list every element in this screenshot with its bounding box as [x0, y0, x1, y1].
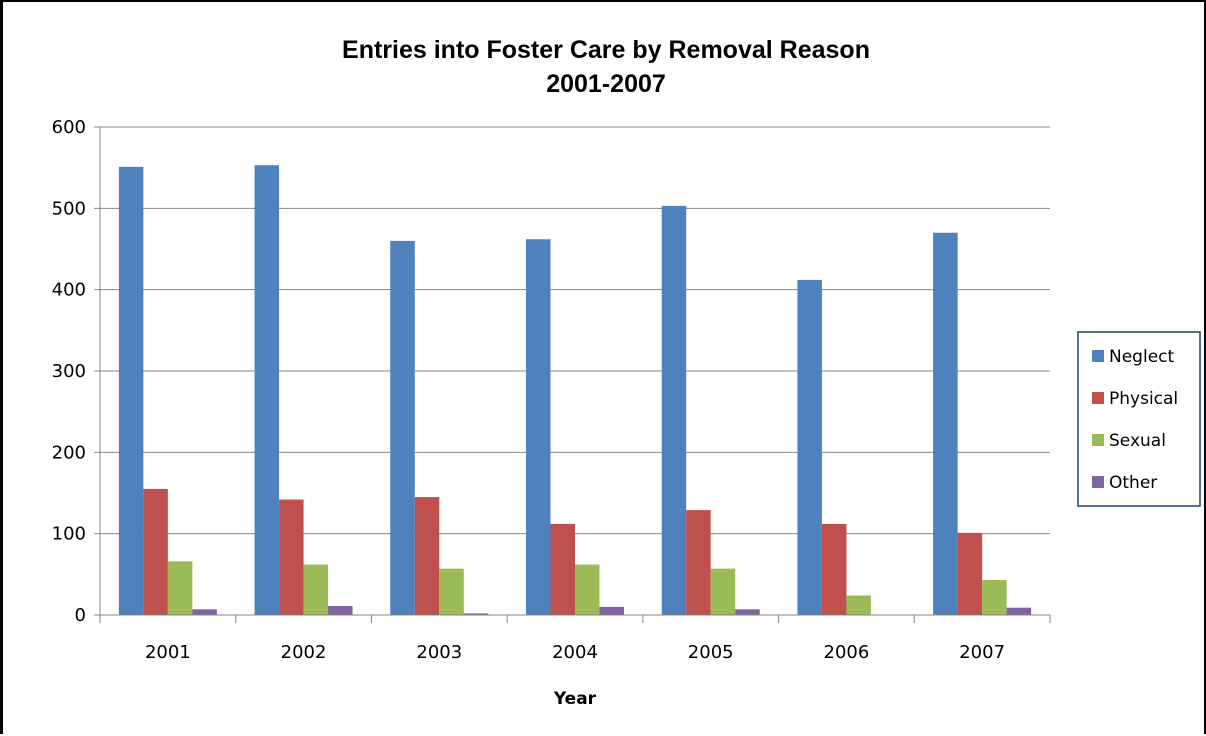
legend: Neglect Physical Sexual Other: [1077, 331, 1201, 507]
bar-neglect-2002: [254, 165, 280, 615]
bar-sexual-2001: [167, 561, 193, 615]
bar-physical-2003: [414, 497, 440, 615]
y-tick-label: 500: [52, 198, 86, 219]
axes: [94, 126, 1051, 623]
bar-physical-2006: [821, 523, 847, 615]
legend-label-other: Other: [1109, 473, 1157, 493]
bars: [118, 165, 1032, 616]
x-tick-label: 2006: [824, 642, 870, 663]
bar-sexual-2006: [846, 595, 871, 615]
y-tick-label: 400: [52, 280, 86, 301]
bar-physical-2001: [143, 488, 168, 615]
y-tick-label: 600: [52, 117, 86, 138]
legend-swatch-physical: [1092, 392, 1104, 404]
bar-sexual-2004: [575, 564, 600, 615]
bar-sexual-2002: [303, 564, 329, 615]
bar-neglect-2001: [118, 166, 144, 615]
x-tick-labels: 2001 2002 2003 2004 2005 2006 2007: [145, 642, 1005, 663]
bar-physical-2007: [957, 532, 983, 615]
legend-label-physical: Physical: [1109, 389, 1178, 409]
bar-neglect-2003: [390, 240, 415, 615]
legend-items: Neglect Physical Sexual Other: [1092, 347, 1178, 493]
bar-other-2007: [1006, 607, 1032, 615]
legend-swatch-sexual: [1092, 434, 1104, 446]
legend-swatch-other: [1092, 476, 1104, 488]
y-tick-labels: 0 100 200 300 400 500 600: [52, 117, 86, 626]
bar-sexual-2003: [439, 568, 464, 615]
bar-neglect-2006: [797, 279, 822, 615]
bar-neglect-2004: [526, 239, 551, 616]
bar-physical-2004: [550, 523, 575, 615]
bar-sexual-2007: [982, 580, 1007, 615]
x-tick-label: 2003: [416, 642, 462, 663]
x-axis-title: Year: [553, 689, 597, 709]
gridlines: [100, 126, 1050, 535]
x-tick-label: 2002: [281, 642, 327, 663]
y-tick-label: 100: [52, 524, 86, 545]
x-tick-label: 2001: [145, 642, 191, 663]
bar-neglect-2007: [933, 232, 958, 615]
bar-other-2004: [599, 606, 624, 615]
chart-title: Entries into Foster Care by Removal Reas…: [342, 36, 870, 64]
bar-other-2003: [463, 613, 489, 615]
bar-physical-2005: [686, 510, 711, 615]
y-tick-label: 200: [52, 442, 86, 463]
legend-label-neglect: Neglect: [1109, 347, 1174, 367]
y-tick-label: 300: [52, 361, 86, 382]
bar-other-2001: [192, 609, 217, 615]
legend-swatch-neglect: [1092, 350, 1104, 362]
x-tick-label: 2005: [688, 642, 734, 663]
x-tick-label: 2007: [959, 642, 1005, 663]
legend-label-sexual: Sexual: [1109, 431, 1166, 451]
bar-other-2005: [735, 609, 760, 615]
bar-other-2002: [328, 606, 353, 615]
chart-subtitle: 2001-2007: [546, 70, 666, 98]
bar-physical-2002: [279, 499, 304, 615]
chart-svg: Entries into Foster Care by Removal Reas…: [52, 36, 1201, 709]
y-tick-label: 0: [75, 605, 86, 626]
bar-neglect-2005: [661, 205, 687, 616]
x-tick-label: 2004: [552, 642, 598, 663]
bar-sexual-2005: [710, 568, 736, 615]
